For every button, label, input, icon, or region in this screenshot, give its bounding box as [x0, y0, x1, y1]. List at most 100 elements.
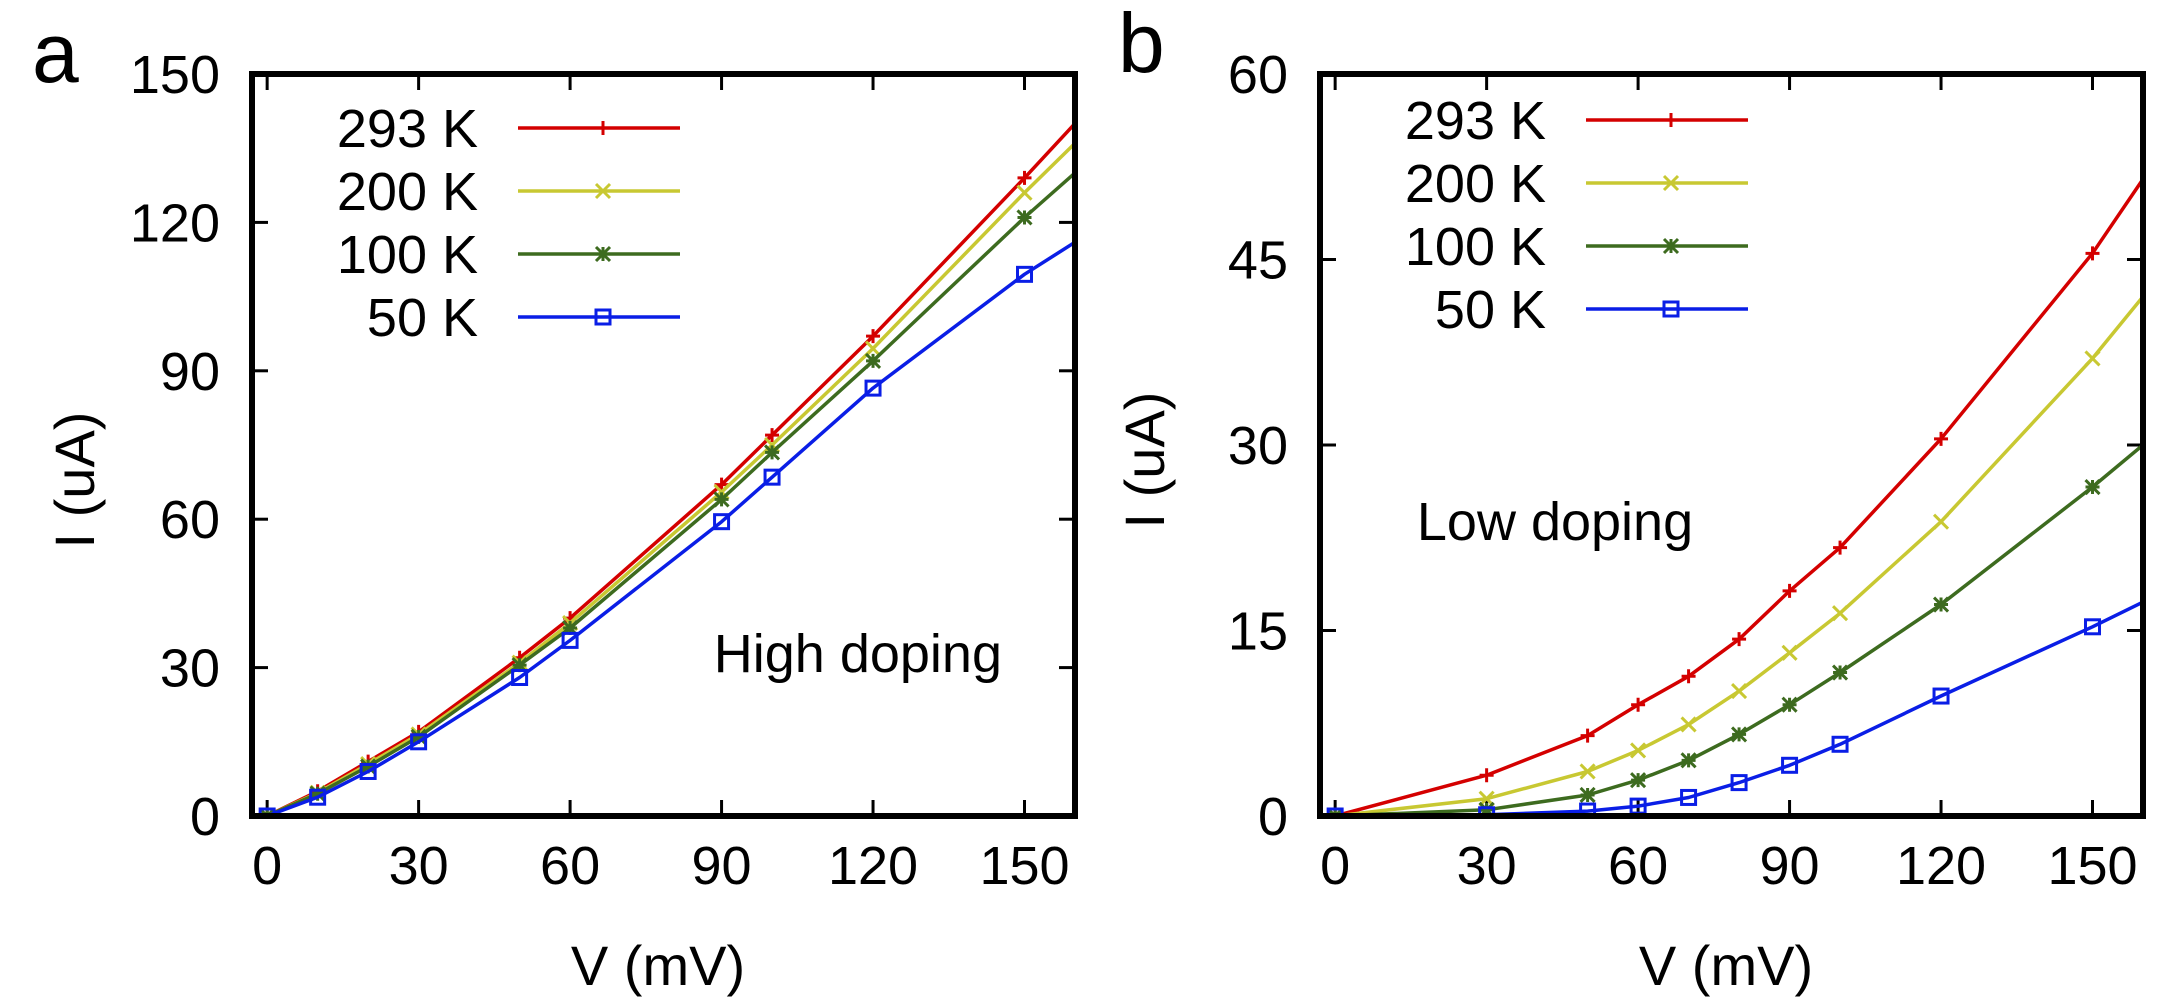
data-point [864, 352, 882, 369]
x-axis-label: V (mV) [1639, 934, 1813, 997]
series-50-k [258, 240, 1075, 816]
data-point [1833, 540, 1848, 555]
legend-label: 100 K [337, 225, 478, 285]
y-tick-label: 60 [160, 490, 220, 550]
data-point [309, 788, 327, 806]
data-point [1831, 664, 1849, 681]
data-point [1782, 583, 1797, 598]
annotation: High doping [714, 624, 1002, 684]
legend-marker [1662, 174, 1680, 192]
data-point [562, 619, 579, 637]
data-point [2085, 246, 2100, 261]
data-point [763, 468, 781, 486]
data-point [713, 513, 731, 531]
data-point [511, 657, 528, 674]
series-100-k [1327, 443, 2143, 816]
data-point [1731, 683, 1748, 700]
annotation: Low doping [1417, 492, 1693, 552]
data-point [1932, 687, 1950, 705]
data-point [1831, 735, 1849, 753]
legend-marker [594, 182, 612, 200]
data-point [1579, 763, 1596, 780]
data-point [1680, 788, 1698, 806]
data-point [1016, 184, 1033, 201]
x-tick-label: 60 [540, 836, 600, 896]
legend-label: 50 K [367, 288, 478, 348]
series-293-k [1328, 178, 2143, 816]
plot-frame [249, 71, 1078, 819]
data-point [1781, 644, 1798, 661]
panel-label: b [1118, 0, 1165, 90]
data-point [1680, 716, 1697, 733]
y-tick-label: 45 [1228, 231, 1288, 291]
series-100-k [259, 171, 1075, 816]
legend-marker [1662, 237, 1680, 255]
data-point [1579, 786, 1596, 804]
data-point [1831, 605, 1849, 622]
data-point [713, 491, 730, 508]
data-point [1781, 696, 1798, 713]
x-tick-label: 0 [252, 836, 282, 896]
y-tick-label: 150 [130, 45, 220, 105]
y-tick-label: 30 [160, 639, 220, 699]
legend-entry: 50 K [367, 288, 680, 348]
legend-entry: 100 K [1405, 217, 1748, 277]
x-tick-label: 120 [1896, 836, 1986, 896]
data-point [1630, 772, 1647, 789]
data-point [714, 477, 729, 492]
data-point [1730, 774, 1748, 792]
data-point [1630, 742, 1647, 759]
legend-label: 50 K [1435, 280, 1546, 340]
x-axis-label: V (mV) [571, 934, 745, 997]
data-point [1932, 513, 1950, 530]
legend-marker [596, 121, 610, 135]
data-point [258, 807, 276, 816]
data-point [511, 668, 529, 686]
legend-marker [1662, 300, 1680, 318]
data-point [1680, 752, 1697, 769]
y-tick-label: 15 [1228, 602, 1288, 662]
y-axis-label: I (uA) [43, 412, 106, 549]
data-point [1326, 807, 1344, 816]
plot-frame [1317, 71, 2146, 819]
data-point [864, 340, 882, 357]
y-tick-label: 30 [1228, 416, 1288, 476]
series-line [1335, 600, 2143, 816]
axis-ticks: 0 30 60 90 120 150 0 30 60 90 120 150 [130, 45, 1075, 896]
x-tick-label: 60 [1608, 836, 1668, 896]
data-point [1479, 768, 1494, 783]
legend-label: 100 K [1405, 217, 1546, 277]
data-point [360, 758, 377, 775]
y-tick-label: 0 [190, 787, 220, 847]
x-tick-label: 120 [828, 836, 918, 896]
legend-label: 293 K [1405, 91, 1546, 151]
legend-entry: 100 K [337, 225, 680, 285]
data-point [1732, 632, 1747, 647]
data-point [765, 428, 780, 443]
axis-ticks: 0 30 60 90 120 150 0 15 30 45 60 [1228, 45, 2143, 896]
panel-label: a [32, 6, 79, 100]
y-tick-label: 60 [1228, 45, 1288, 105]
data-point [2084, 350, 2101, 367]
data-point [1016, 209, 1033, 226]
data-point [410, 733, 428, 751]
data-point [561, 631, 579, 649]
data-point [2084, 618, 2102, 636]
data-point [1580, 728, 1595, 743]
data-point [763, 444, 781, 461]
data-point [866, 329, 881, 344]
series-50-k [1326, 600, 2143, 816]
x-tick-label: 150 [979, 836, 1069, 896]
data-point [1681, 669, 1696, 684]
x-tick-label: 150 [2047, 836, 2137, 896]
data-point [410, 728, 427, 745]
data-point [864, 379, 882, 397]
data-point [1731, 726, 1748, 743]
y-tick-label: 120 [130, 193, 220, 253]
y-tick-label: 0 [1258, 787, 1288, 847]
y-axis-label: I (uA) [1113, 392, 1176, 529]
data-point [1934, 431, 1949, 446]
